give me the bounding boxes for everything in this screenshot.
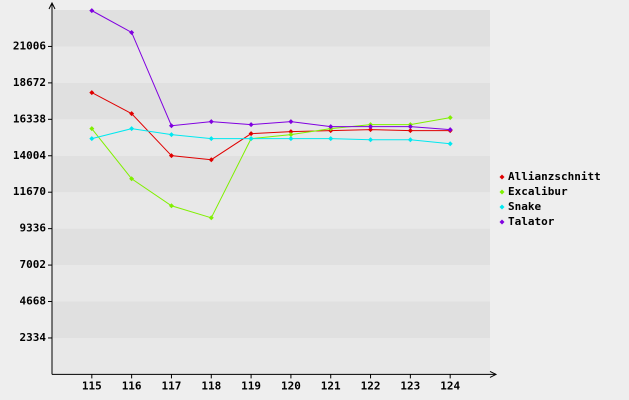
legend-label: Snake bbox=[508, 200, 541, 213]
data-point bbox=[328, 136, 334, 142]
x-tick-label: 118 bbox=[201, 379, 221, 392]
data-point bbox=[129, 126, 135, 132]
y-tick-label: 16338 bbox=[13, 112, 46, 125]
data-point bbox=[89, 90, 95, 96]
data-point bbox=[129, 29, 135, 35]
x-tick-label: 122 bbox=[361, 379, 381, 392]
data-point bbox=[89, 126, 95, 132]
legend-label: Talator bbox=[508, 215, 555, 228]
data-point bbox=[368, 127, 374, 133]
plot-band bbox=[52, 10, 490, 47]
data-point bbox=[407, 124, 413, 130]
data-point bbox=[208, 136, 214, 142]
y-tick-label: 18672 bbox=[13, 76, 46, 89]
plot-band bbox=[52, 46, 490, 83]
data-point bbox=[248, 131, 254, 137]
y-axis-arrow bbox=[48, 1, 56, 10]
data-point bbox=[248, 136, 254, 142]
x-tick-label: 120 bbox=[281, 379, 301, 392]
legend-label: Allianzschnitt bbox=[508, 170, 601, 183]
x-tick-label: 124 bbox=[440, 379, 460, 392]
data-point bbox=[168, 153, 174, 159]
series-line bbox=[91, 92, 451, 161]
legend-marker bbox=[499, 204, 505, 210]
x-tick-label: 123 bbox=[400, 379, 420, 392]
y-tick-label: 2334 bbox=[20, 331, 47, 344]
plot-band bbox=[52, 337, 490, 375]
plot-band bbox=[52, 265, 490, 302]
x-tick-label: 115 bbox=[82, 379, 102, 392]
legend-marker bbox=[499, 219, 505, 225]
y-tick-label: 7002 bbox=[20, 258, 47, 271]
plot-band bbox=[52, 228, 490, 266]
legend-marker bbox=[499, 189, 505, 195]
plot-bands bbox=[52, 10, 490, 375]
data-point bbox=[129, 111, 135, 117]
x-axis-arrow bbox=[489, 370, 498, 378]
data-point bbox=[168, 123, 174, 129]
y-tick-label: 14004 bbox=[13, 149, 46, 162]
plot-band bbox=[52, 301, 490, 338]
series-line bbox=[91, 10, 451, 131]
data-point bbox=[447, 141, 453, 147]
x-tick-label: 119 bbox=[241, 379, 261, 392]
data-point bbox=[407, 137, 413, 143]
data-point bbox=[208, 119, 214, 125]
plot-band bbox=[52, 192, 490, 229]
legend-marker bbox=[499, 174, 505, 180]
y-tick-label: 11670 bbox=[13, 185, 46, 198]
data-point bbox=[208, 157, 214, 163]
x-tick-label: 121 bbox=[321, 379, 341, 392]
data-point bbox=[328, 124, 334, 130]
series-line bbox=[91, 128, 451, 145]
data-point bbox=[288, 132, 294, 138]
data-point bbox=[368, 124, 374, 130]
y-tick-label: 9336 bbox=[20, 222, 47, 235]
series-line bbox=[91, 117, 451, 219]
data-point bbox=[288, 129, 294, 135]
data-point bbox=[168, 203, 174, 209]
y-tick-label: 4668 bbox=[20, 295, 47, 308]
data-point bbox=[407, 128, 413, 134]
plot-band bbox=[52, 82, 490, 120]
data-point bbox=[129, 176, 135, 182]
x-tick-label: 117 bbox=[162, 379, 182, 392]
data-point bbox=[447, 115, 453, 121]
data-point bbox=[89, 8, 95, 14]
plot-band bbox=[52, 155, 490, 193]
x-tick-label: 116 bbox=[122, 379, 142, 392]
data-point bbox=[288, 119, 294, 125]
y-tick-label: 21006 bbox=[13, 39, 46, 52]
data-point bbox=[168, 132, 174, 138]
data-point bbox=[248, 122, 254, 128]
plot-band bbox=[52, 119, 490, 156]
data-point bbox=[447, 127, 453, 133]
legend-label: Excalibur bbox=[508, 185, 568, 198]
data-point bbox=[368, 137, 374, 143]
data-point bbox=[89, 136, 95, 142]
data-point bbox=[208, 215, 214, 221]
data-point bbox=[288, 136, 294, 142]
